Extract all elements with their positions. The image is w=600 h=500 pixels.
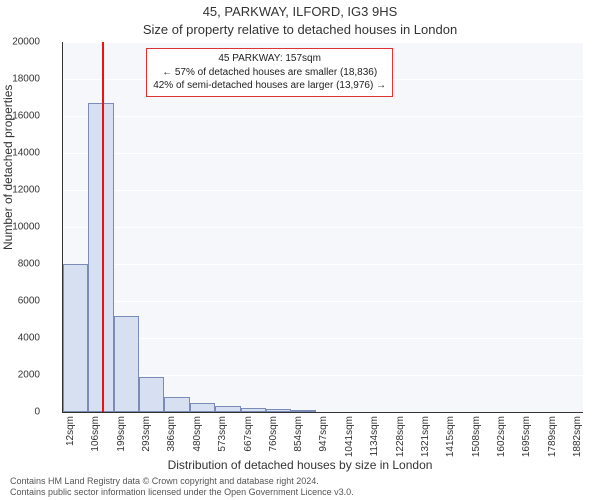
x-tick-label: 1228sqm bbox=[395, 416, 406, 457]
chart-container: 45, PARKWAY, ILFORD, IG3 9HS Size of pro… bbox=[0, 0, 600, 500]
gridline-h bbox=[63, 301, 583, 302]
annotation-line3: 42% of semi-detached houses are larger (… bbox=[153, 79, 386, 93]
x-tick-label: 667sqm bbox=[243, 416, 254, 452]
x-tick-label: 199sqm bbox=[116, 416, 127, 452]
gridline-h bbox=[63, 116, 583, 117]
annotation-line2: ← 57% of detached houses are smaller (18… bbox=[153, 66, 386, 80]
y-tick-label: 14000 bbox=[0, 148, 40, 159]
x-tick-label: 1134sqm bbox=[369, 416, 380, 456]
y-tick-label: 8000 bbox=[0, 259, 40, 270]
gridline-h bbox=[63, 227, 583, 228]
y-tick-label: 10000 bbox=[0, 222, 40, 233]
histogram-bar bbox=[63, 264, 88, 412]
x-tick-label: 480sqm bbox=[192, 416, 203, 452]
x-tick-label: 760sqm bbox=[268, 416, 279, 452]
y-tick-label: 4000 bbox=[0, 333, 40, 344]
histogram-bar bbox=[114, 316, 139, 412]
x-tick-label: 573sqm bbox=[217, 416, 228, 452]
x-tick-label: 1602sqm bbox=[496, 416, 507, 457]
y-tick-label: 0 bbox=[0, 407, 40, 418]
gridline-h bbox=[63, 153, 583, 154]
x-tick-label: 1041sqm bbox=[344, 416, 355, 457]
x-tick-label: 854sqm bbox=[293, 416, 304, 452]
histogram-bar bbox=[291, 410, 316, 412]
y-tick-label: 6000 bbox=[0, 296, 40, 307]
y-tick-label: 16000 bbox=[0, 111, 40, 122]
x-tick-label: 293sqm bbox=[141, 416, 152, 452]
histogram-bar bbox=[88, 103, 113, 412]
x-tick-label: 1415sqm bbox=[445, 416, 456, 457]
chart-title-line1: 45, PARKWAY, ILFORD, IG3 9HS bbox=[0, 4, 600, 19]
x-axis-label: Distribution of detached houses by size … bbox=[0, 458, 600, 472]
x-tick-label: 947sqm bbox=[318, 416, 329, 452]
annotation-line1: 45 PARKWAY: 157sqm bbox=[153, 52, 386, 66]
gridline-h bbox=[63, 42, 583, 43]
footer-line2: Contains public sector information licen… bbox=[10, 487, 590, 498]
x-tick-label: 1508sqm bbox=[471, 416, 482, 457]
y-tick-label: 20000 bbox=[0, 37, 40, 48]
histogram-bar bbox=[266, 409, 291, 412]
x-tick-label: 12sqm bbox=[65, 416, 76, 446]
x-tick-label: 386sqm bbox=[166, 416, 177, 452]
gridline-h bbox=[63, 375, 583, 376]
y-tick-label: 2000 bbox=[0, 370, 40, 381]
footer-attribution: Contains HM Land Registry data © Crown c… bbox=[10, 476, 590, 499]
reference-marker-line bbox=[102, 42, 104, 412]
histogram-bar bbox=[241, 408, 266, 412]
x-tick-label: 106sqm bbox=[90, 416, 101, 452]
plot-area: 45 PARKWAY: 157sqm← 57% of detached hous… bbox=[62, 42, 583, 413]
x-tick-label: 1321sqm bbox=[420, 416, 431, 457]
footer-line1: Contains HM Land Registry data © Crown c… bbox=[10, 476, 590, 487]
chart-title-line2: Size of property relative to detached ho… bbox=[0, 22, 600, 37]
y-tick-label: 12000 bbox=[0, 185, 40, 196]
histogram-bar bbox=[215, 406, 240, 412]
histogram-bar bbox=[164, 397, 189, 412]
gridline-h bbox=[63, 190, 583, 191]
histogram-bar bbox=[139, 377, 164, 412]
x-tick-label: 1789sqm bbox=[547, 416, 558, 457]
gridline-h bbox=[63, 264, 583, 265]
annotation-box: 45 PARKWAY: 157sqm← 57% of detached hous… bbox=[146, 48, 393, 97]
gridline-h bbox=[63, 338, 583, 339]
y-tick-label: 18000 bbox=[0, 74, 40, 85]
x-tick-label: 1882sqm bbox=[572, 416, 583, 457]
histogram-bar bbox=[190, 403, 215, 412]
x-tick-label: 1695sqm bbox=[521, 416, 532, 457]
